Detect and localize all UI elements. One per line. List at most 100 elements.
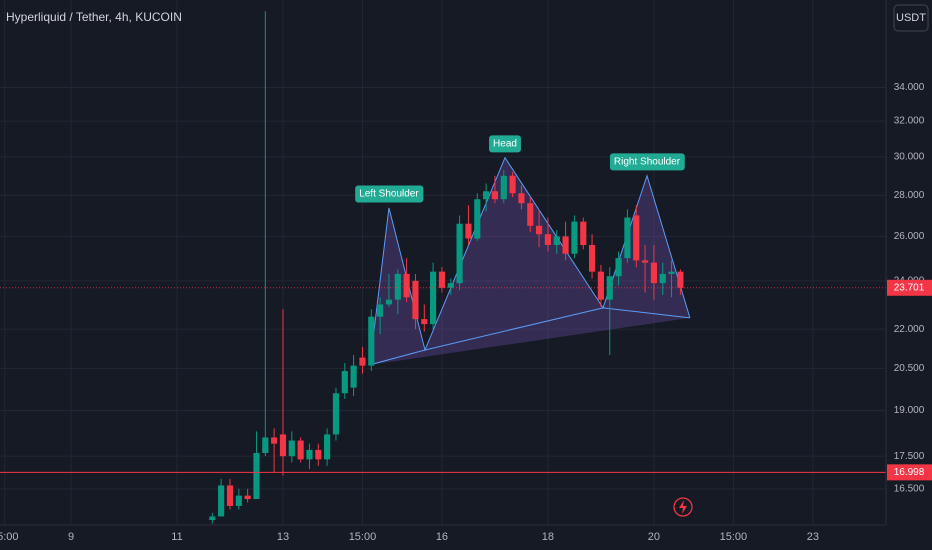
- pattern-annotation: Head: [493, 138, 517, 149]
- currency-button-label[interactable]: USDT: [896, 12, 926, 24]
- candle-body: [668, 271, 675, 274]
- candle-body: [403, 273, 410, 298]
- x-tick-label: 15:00: [0, 531, 19, 543]
- candle-body: [332, 393, 340, 435]
- y-tick-label: 32.000: [894, 116, 925, 127]
- candle-body: [350, 365, 357, 388]
- x-tick-label: 15:00: [349, 531, 377, 543]
- candle-body: [430, 271, 437, 325]
- candle-body: [527, 203, 534, 226]
- candle-body: [571, 221, 578, 254]
- candle-body: [385, 299, 393, 305]
- pattern-annotation-box: [609, 153, 685, 171]
- candle-body: [535, 225, 543, 235]
- candle-body: [518, 193, 525, 204]
- chart-title: Hyperliquid / Tether, 4h, KUCOIN: [6, 10, 182, 24]
- x-tick-label: 13: [277, 531, 289, 543]
- pattern-base: [369, 349, 426, 366]
- candle-body: [553, 236, 560, 245]
- candle-body: [456, 223, 463, 284]
- pattern-annotation: Right Shoulder: [614, 156, 681, 167]
- candle-body: [226, 485, 234, 506]
- y-tick-label: 34.000: [894, 82, 925, 93]
- candle-body: [218, 485, 225, 517]
- pattern-base: [424, 307, 604, 351]
- candle-body: [235, 495, 242, 506]
- price-axis: [886, 0, 932, 550]
- candle-body: [588, 244, 596, 272]
- axes: 16.50017.50019.00020.50022.00024.00026.0…: [0, 82, 932, 543]
- price-tag-label: 16.998: [894, 467, 925, 478]
- candle-body: [271, 437, 278, 444]
- y-tick-label: 22.000: [894, 324, 925, 335]
- candle-body: [324, 434, 331, 460]
- candle-body: [209, 516, 216, 520]
- candle-body: [288, 440, 295, 457]
- candle-body: [465, 223, 472, 239]
- candle-body: [659, 273, 666, 284]
- y-tick-label: 28.000: [894, 190, 925, 201]
- alert-icon-bolt[interactable]: [679, 500, 687, 514]
- candle-body: [641, 260, 649, 263]
- y-tick-label: 19.000: [894, 405, 925, 416]
- candle-body: [412, 280, 419, 320]
- y-tick-label: 17.500: [894, 451, 925, 462]
- candle-body: [509, 175, 516, 194]
- candle-body: [394, 273, 401, 300]
- alert-icon[interactable]: [673, 497, 693, 517]
- candle-body: [438, 271, 446, 288]
- candle-body: [580, 221, 587, 245]
- y-tick-label: 20.500: [894, 363, 925, 374]
- time-axis: [0, 525, 886, 550]
- candle-body: [633, 215, 640, 261]
- y-tick-label: 30.000: [894, 152, 925, 163]
- candle-body: [624, 217, 631, 259]
- candle-body: [544, 234, 551, 245]
- candle-body: [483, 191, 490, 200]
- x-tick-label: 16: [436, 531, 448, 543]
- currency-button[interactable]: [893, 4, 929, 32]
- candle-body: [597, 271, 604, 300]
- grid: [0, 0, 886, 525]
- candle-body: [297, 440, 304, 460]
- candle-body: [421, 319, 428, 325]
- candle-body: [615, 258, 622, 277]
- price-tag: [887, 464, 932, 481]
- pattern-annotation: Left Shoulder: [359, 189, 419, 200]
- x-tick-label: 11: [171, 531, 182, 543]
- x-tick-label: 9: [68, 531, 74, 543]
- candle-body: [500, 175, 507, 200]
- candle-body: [244, 495, 251, 500]
- y-tick-label: 26.000: [894, 231, 925, 242]
- x-tick-label: 18: [542, 531, 554, 543]
- candle-body: [262, 437, 269, 454]
- candle-body: [474, 199, 481, 239]
- x-tick-label: 20: [648, 531, 660, 543]
- candle-body: [368, 316, 375, 366]
- pattern-annotation-box: [355, 185, 424, 203]
- candle-body: [677, 271, 684, 288]
- candle-body: [306, 449, 313, 460]
- candle-body: [447, 283, 454, 288]
- plot: Left Shoulder Head Right Shoulder: [0, 11, 886, 524]
- y-tick-label: 16.500: [894, 483, 925, 494]
- pattern-line: [369, 156, 691, 365]
- candle-body: [650, 262, 657, 284]
- pattern-base: [602, 307, 690, 319]
- x-tick-label: 23: [807, 531, 819, 543]
- candle-body: [315, 449, 322, 460]
- candle-body: [341, 371, 348, 394]
- candle-body: [253, 453, 260, 500]
- candle-body: [377, 304, 384, 317]
- candle-body: [359, 357, 366, 366]
- candle-body: [562, 236, 569, 254]
- candle-body: [279, 434, 287, 457]
- x-tick-label: 15:00: [720, 531, 748, 543]
- price-tag-label: 23.701: [894, 282, 925, 293]
- pattern-annotation-box: [489, 135, 521, 153]
- candle-body: [491, 191, 499, 200]
- price-tag: [887, 279, 932, 296]
